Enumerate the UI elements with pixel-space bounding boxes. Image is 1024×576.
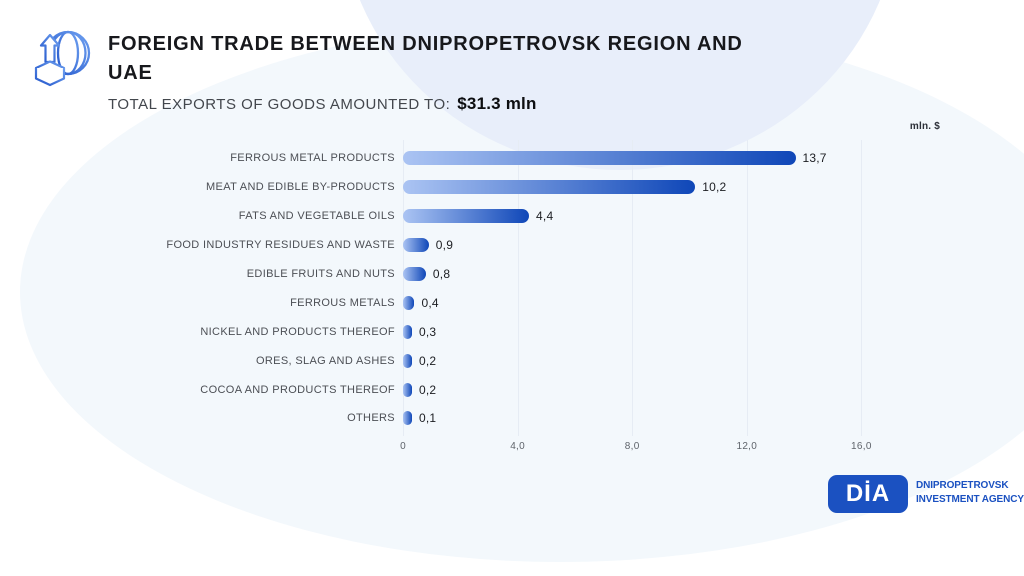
bar-label: ORES, SLAG AND ASHES	[255, 354, 395, 367]
axis-unit-label: mln. $	[909, 121, 940, 132]
dia-logo-badge: DİA	[828, 475, 908, 513]
bar-track: 0,2	[403, 382, 1024, 397]
bar	[403, 209, 530, 224]
subtitle-value: $31.3 mln	[457, 94, 537, 113]
dia-logo-line1: DNIPROPETROVSK	[916, 480, 1009, 491]
bar-row: FERROUS METALS 0,4	[0, 288, 1024, 317]
x-tick-label: 12,0	[736, 441, 758, 452]
bar-value: 0,8	[432, 267, 451, 281]
bar-label: OTHERS	[347, 412, 395, 425]
bar-value: 0,2	[419, 382, 437, 397]
bar-value: 0,2	[419, 353, 437, 368]
bar-track: 0,3	[403, 324, 1024, 339]
bar-value: 0,3	[419, 324, 437, 339]
x-tick-label: 16,0	[851, 441, 872, 452]
bar-value: 0,1	[419, 411, 437, 426]
bar-label: EDIBLE FRUITS AND NUTS	[246, 268, 395, 280]
bar-row: MEAT AND EDIBLE BY-PRODUCTS 10,2	[0, 173, 1024, 202]
bar-value: 13,7	[802, 151, 827, 166]
bar-track: 0,4	[403, 295, 1024, 310]
gridline	[517, 140, 519, 436]
bar	[403, 180, 696, 195]
bar-value: 4,4	[536, 209, 554, 224]
dia-logo-text: DNIPROPETROVSK INVESTMENT AGENCY	[916, 479, 1024, 507]
bar-value: 0,9	[435, 238, 454, 253]
page-title-line2: UAE	[108, 62, 153, 84]
bar-row: COCOA AND PRODUCTS THEREOF 0,2	[0, 375, 1024, 404]
bar-label: NICKEL AND PRODUCTS THEREOF	[200, 325, 395, 338]
bar-row: NICKEL AND PRODUCTS THEREOF 0,3	[0, 317, 1024, 346]
bar-track: 0,9	[403, 238, 1024, 253]
bar-track: 13,7	[403, 151, 1024, 166]
bar	[403, 151, 796, 166]
dia-logo-abbr: DİA	[845, 480, 891, 507]
bar-label: FATS AND VEGETABLE OILS	[238, 210, 395, 223]
bar-row: OTHERS 0,1	[0, 404, 1024, 433]
bar-row: ORES, SLAG AND ASHES 0,2	[0, 346, 1024, 375]
page-title-line1: FOREIGN TRADE BETWEEN DNIPROPETROVSK REG…	[108, 33, 743, 55]
subtitle-prefix: TOTAL EXPORTS OF GOODS AMOUNTED TO:	[108, 96, 451, 113]
x-tick-label: 0	[400, 441, 406, 452]
x-axis: 0 4,0 8,0 12,0 16,0	[0, 441, 1024, 455]
gridline	[403, 140, 404, 436]
bar-rows: FERROUS METAL PRODUCTS 13,7 MEAT AND EDIBL…	[0, 144, 1024, 433]
bar-chart: FERROUS METAL PRODUCTS 13,7 MEAT AND EDIBL…	[0, 140, 1024, 456]
x-tick-label: 8,0	[624, 441, 640, 452]
bar-value: 0,4	[421, 295, 439, 310]
bar	[403, 238, 429, 253]
bar-label: FERROUS METALS	[290, 296, 395, 309]
gridline	[861, 140, 863, 436]
x-tick-label: 4,0	[510, 441, 525, 452]
bar-label: COCOA AND PRODUCTS THEREOF	[200, 383, 395, 396]
globe-export-icon	[28, 26, 94, 92]
bar	[403, 382, 412, 397]
gridlines	[0, 140, 1024, 436]
bar-label: FERROUS METAL PRODUCTS	[230, 152, 395, 165]
dia-logo-line2: INVESTMENT AGENCY	[916, 494, 1024, 505]
bar-track: 0,1	[403, 411, 1024, 426]
bar	[403, 267, 426, 281]
bar-track: 4,4	[403, 209, 1024, 224]
bar	[403, 411, 412, 426]
bar-track: 0,2	[403, 353, 1024, 368]
gridline	[746, 140, 748, 436]
bar-row: FOOD INDUSTRY RESIDUES AND WASTE 0,9	[0, 231, 1024, 260]
bar-track: 10,2	[403, 180, 1024, 195]
page-title: FOREIGN TRADE BETWEEN DNIPROPETROVSK REG…	[108, 30, 948, 88]
bar-label: MEAT AND EDIBLE BY-PRODUCTS	[206, 181, 395, 194]
gridline	[632, 140, 634, 436]
bar	[403, 353, 412, 368]
bar-track: 0,8	[403, 267, 1024, 281]
bar-value: 10,2	[702, 180, 727, 195]
bar	[403, 324, 412, 339]
bar-row: FERROUS METAL PRODUCTS 13,7	[0, 144, 1024, 173]
bar	[403, 295, 415, 310]
bar-label: FOOD INDUSTRY RESIDUES AND WASTE	[166, 239, 395, 252]
bar-row: FATS AND VEGETABLE OILS 4,4	[0, 202, 1024, 231]
page-subtitle: TOTAL EXPORTS OF GOODS AMOUNTED TO: $31.3…	[108, 94, 537, 114]
bar-row: EDIBLE FRUITS AND NUTS 0,8	[0, 260, 1024, 289]
